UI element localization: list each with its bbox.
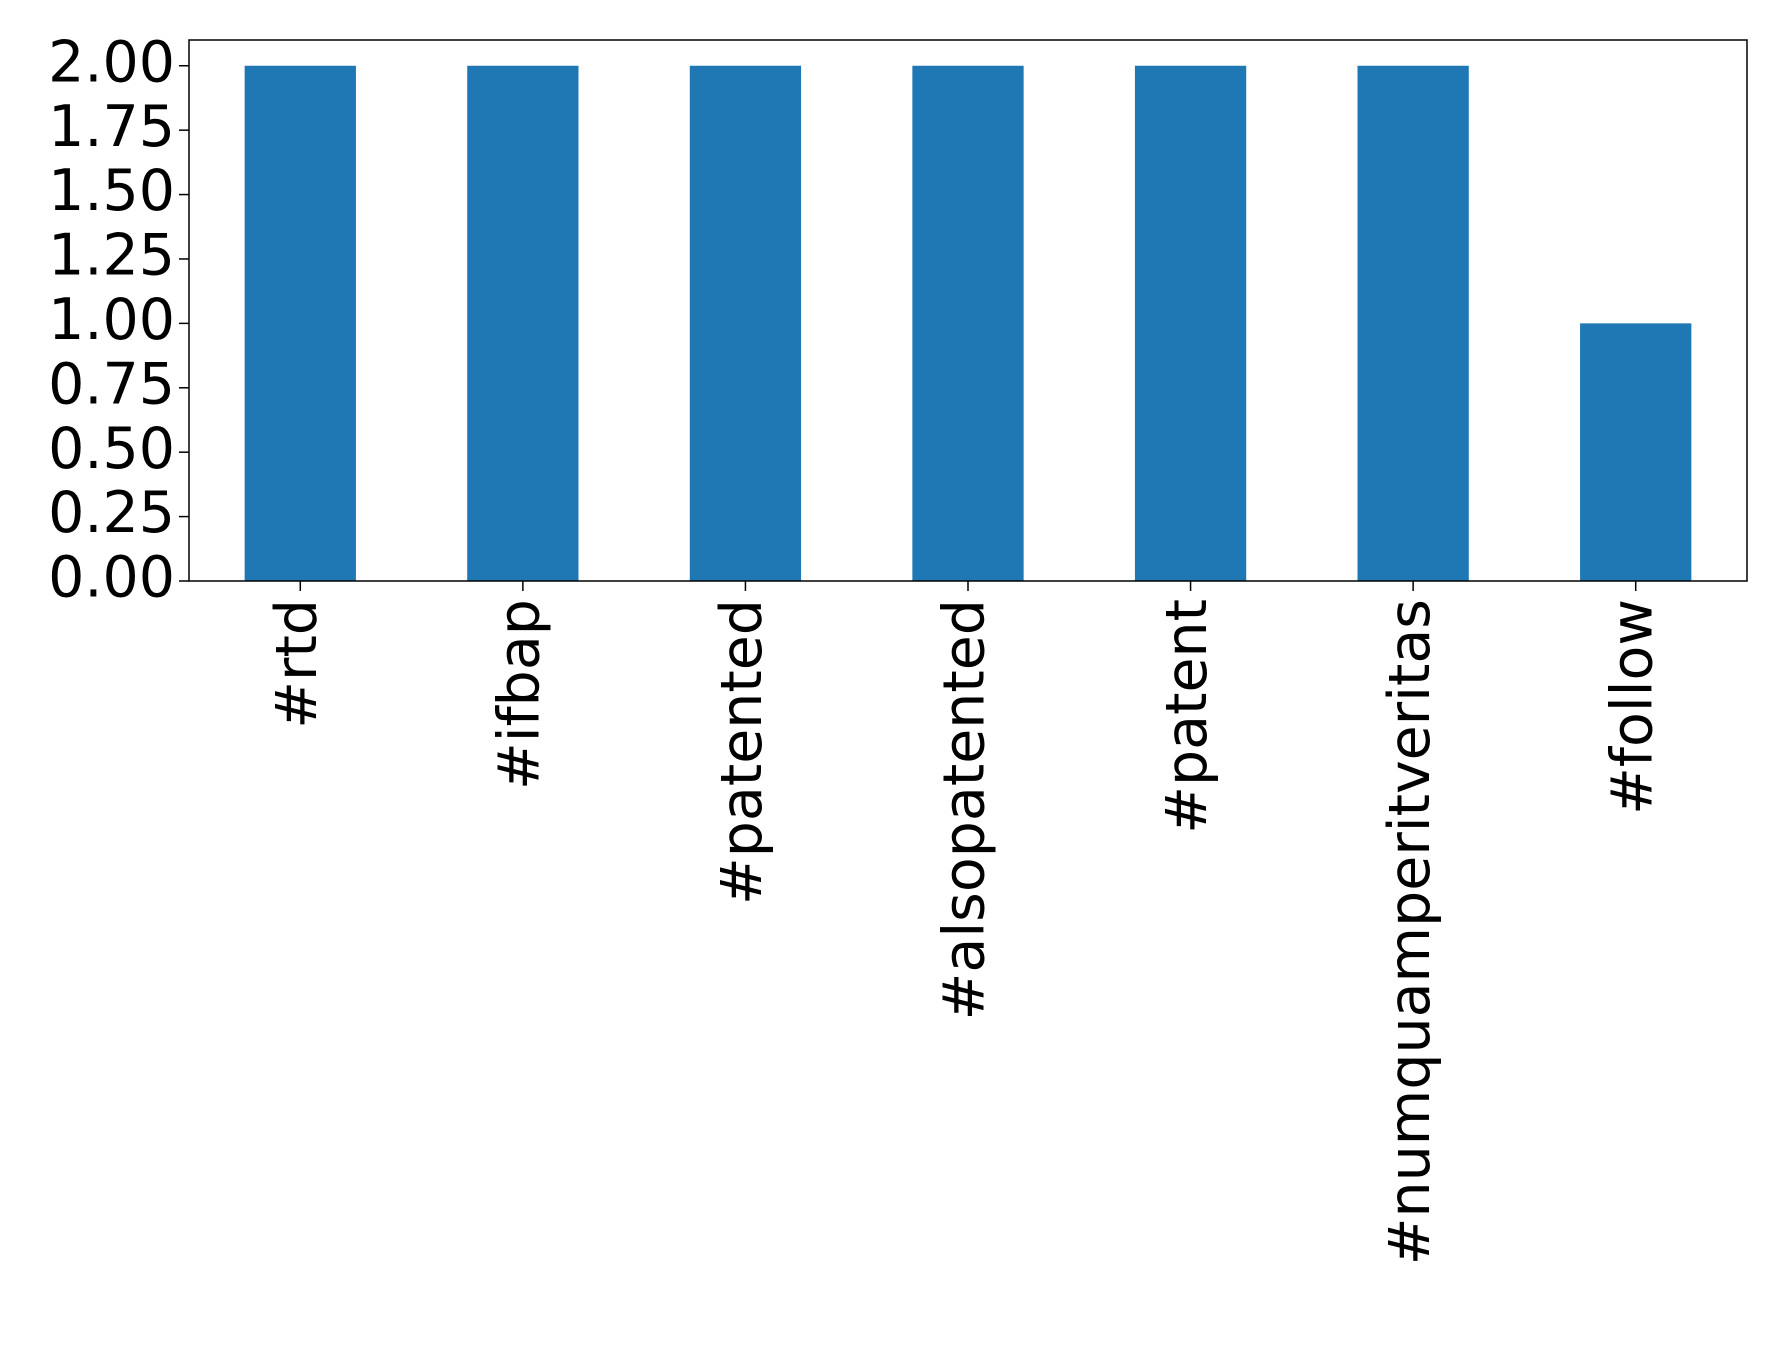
x-tick-label: #rtd (264, 599, 330, 729)
bar (1357, 65, 1469, 581)
bar (1580, 323, 1692, 581)
x-tick-label: #ifbap (486, 599, 552, 790)
y-tick-label: 1.75 (48, 94, 175, 160)
y-tick-label: 0.25 (48, 480, 175, 546)
y-tick-label: 0.00 (48, 545, 175, 611)
y-tick-label: 2.00 (48, 29, 175, 95)
bar (689, 65, 802, 581)
bar (244, 65, 356, 581)
bar (912, 65, 1024, 581)
y-tick-label: 1.00 (48, 287, 175, 353)
y-tick-label: 1.50 (48, 158, 175, 224)
x-tick-label: #patent (1154, 599, 1220, 834)
x-tick-label: #alsopatented (932, 599, 998, 1020)
y-tick-label: 0.75 (48, 351, 175, 417)
x-tick-label: #numquamperitveritas (1377, 599, 1443, 1265)
bar (1134, 65, 1247, 581)
y-tick-label: 0.50 (48, 416, 175, 482)
x-tick-label: #follow (1599, 599, 1665, 815)
bar (467, 65, 579, 581)
x-tick-label: #patented (709, 599, 775, 905)
plot-frame (188, 39, 1748, 582)
y-tick-label: 1.25 (48, 223, 175, 289)
